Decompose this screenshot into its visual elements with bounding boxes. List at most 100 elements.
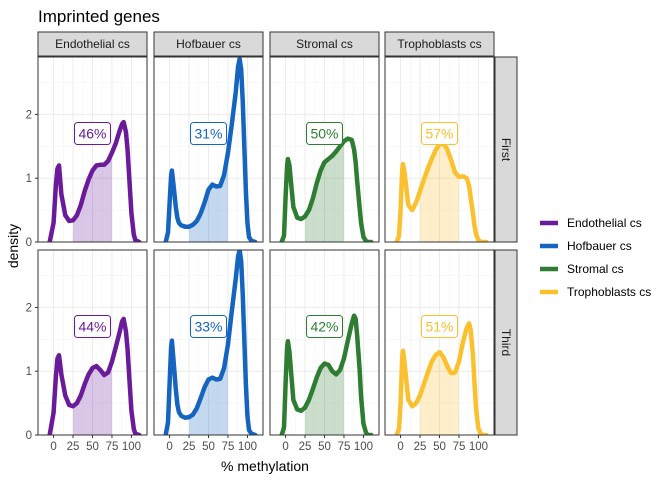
x-tick-label: 100	[122, 441, 141, 453]
column-strip-label: Stromal cs	[296, 37, 353, 51]
percentage-label: 44%	[74, 315, 111, 339]
y-tick-label: 1	[26, 173, 32, 185]
x-tick-label: 100	[469, 441, 488, 453]
x-tick-label: 75	[106, 441, 119, 453]
y-tick-label: 0	[26, 430, 32, 442]
row-strip-bg	[494, 56, 518, 243]
percentage-label-text: 44%	[78, 319, 106, 335]
shaded-area	[189, 344, 228, 435]
panel-first-endothelial-cs: 46%	[37, 56, 148, 243]
shaded-area	[305, 141, 344, 242]
y-tick-label: 2	[26, 302, 32, 314]
x-tick-label: 50	[86, 441, 99, 453]
x-tick-label: 0	[50, 441, 56, 453]
column-strip-bg	[37, 31, 148, 57]
panel-first-hofbauer-cs: 31%	[153, 56, 264, 243]
x-tick-label: 0	[282, 441, 288, 453]
panel-marks	[279, 313, 374, 435]
panel-third-endothelial-cs: 44%	[37, 249, 148, 436]
percentage-label-box	[74, 122, 111, 146]
row-strip-label: First	[499, 138, 513, 162]
legend-label: Hofbauer cs	[567, 239, 632, 253]
column-strip-bg	[384, 31, 495, 57]
shaded-area	[305, 358, 344, 435]
panel-border	[384, 56, 495, 243]
density-line	[47, 316, 142, 435]
panel-border	[269, 56, 380, 243]
panel-third-trophoblasts-cs: 51%	[384, 249, 495, 436]
y-tick-label: 2	[26, 109, 32, 121]
percentage-label-box	[190, 122, 227, 146]
percentage-label: 57%	[421, 122, 458, 146]
percentage-label: 42%	[306, 315, 343, 339]
column-strip-bg	[153, 31, 264, 57]
x-tick-label: 75	[222, 441, 235, 453]
density-line	[279, 313, 374, 435]
column-strip-label: Hofbauer cs	[176, 37, 241, 51]
panel-third-stromal-cs: 42%	[269, 249, 380, 436]
percentage-label-text: 51%	[425, 319, 453, 335]
column-strip-endothelial-cs: Endothelial cs	[37, 31, 148, 57]
column-strip-hofbauer-cs: Hofbauer cs	[153, 31, 264, 57]
panel-third-hofbauer-cs: 33%	[153, 249, 264, 436]
percentage-label-box	[306, 122, 343, 146]
percentage-label: 33%	[190, 315, 227, 339]
column-strip-label: Trophoblasts cs	[397, 37, 481, 51]
shaded-area	[73, 152, 112, 242]
panel-marks	[163, 250, 258, 435]
x-tick-label: 50	[202, 441, 215, 453]
y-axis-title: density	[5, 224, 21, 268]
panel-first-trophoblasts-cs: 57%	[384, 56, 495, 243]
column-strip-bg	[269, 31, 380, 57]
percentage-label-text: 31%	[194, 126, 222, 142]
x-tick-label: 100	[238, 441, 257, 453]
x-tick-label: 25	[183, 441, 196, 453]
legend-label: Stromal cs	[567, 262, 624, 276]
x-tick-label: 25	[67, 441, 80, 453]
column-strip-label: Endothelial cs	[55, 37, 130, 51]
row-strip-bg	[494, 249, 518, 436]
legend-label: Trophoblasts cs	[567, 285, 651, 299]
legend-item-trophoblasts-cs: Trophoblasts cs	[540, 285, 651, 299]
x-tick-label: 25	[299, 441, 312, 453]
column-strip-trophoblasts-cs: Trophoblasts cs	[384, 31, 495, 57]
percentage-label-text: 33%	[194, 319, 222, 335]
percentage-label-box	[306, 315, 343, 339]
density-line	[47, 119, 142, 242]
panel-first-stromal-cs: 50%	[269, 56, 380, 243]
x-tick-label: 75	[338, 441, 351, 453]
row-strip-first: First	[494, 56, 518, 243]
x-axis-title: % methylation	[221, 458, 309, 474]
percentage-label-box	[190, 315, 227, 339]
percentage-label: 50%	[306, 122, 343, 146]
column-strip-stromal-cs: Stromal cs	[269, 31, 380, 57]
percentage-label: 31%	[190, 122, 227, 146]
x-tick-label: 75	[453, 441, 466, 453]
percentage-label-box	[74, 315, 111, 339]
percentage-label-box	[421, 315, 458, 339]
x-tick-label: 50	[433, 441, 446, 453]
density-line	[163, 250, 258, 435]
panel-marks	[279, 136, 374, 242]
density-line	[279, 136, 374, 242]
percentage-label: 46%	[74, 122, 111, 146]
percentage-label-text: 46%	[78, 126, 106, 142]
percentage-label-text: 57%	[425, 126, 453, 142]
x-tick-label: 0	[397, 441, 403, 453]
x-tick-label: 50	[318, 441, 331, 453]
percentage-label-box	[421, 122, 458, 146]
row-strip-third: Third	[494, 249, 518, 436]
legend-item-endothelial-cs: Endothelial cs	[540, 216, 642, 230]
density-line	[394, 321, 489, 435]
panel-marks	[47, 119, 142, 242]
panel-marks	[47, 316, 142, 435]
x-tick-label: 0	[166, 441, 172, 453]
y-tick-label: 1	[26, 366, 32, 378]
panel-border	[37, 56, 148, 243]
panel-marks	[394, 321, 489, 435]
percentage-label: 51%	[421, 315, 458, 339]
legend-item-stromal-cs: Stromal cs	[540, 262, 624, 276]
percentage-label-text: 50%	[310, 126, 338, 142]
